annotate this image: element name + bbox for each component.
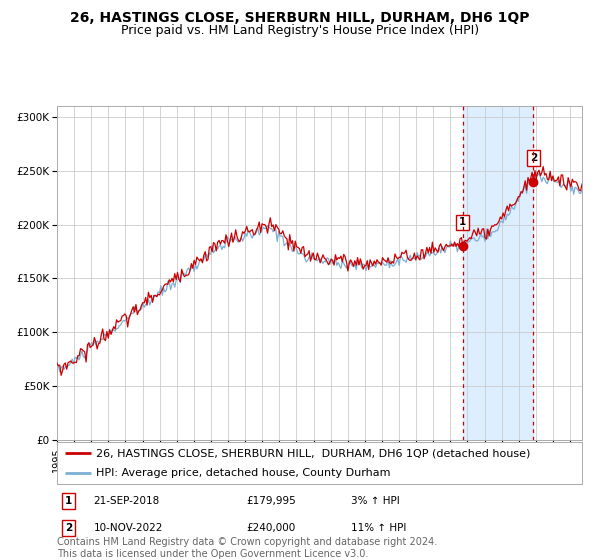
- Text: 1: 1: [459, 217, 466, 227]
- Text: £179,995: £179,995: [246, 496, 296, 506]
- Bar: [463, 106, 533, 440]
- Text: 10-NOV-2022: 10-NOV-2022: [94, 523, 163, 533]
- Text: 26, HASTINGS CLOSE, SHERBURN HILL,  DURHAM, DH6 1QP (detached house): 26, HASTINGS CLOSE, SHERBURN HILL, DURHA…: [97, 449, 531, 458]
- Text: 26, HASTINGS CLOSE, SHERBURN HILL, DURHAM, DH6 1QP: 26, HASTINGS CLOSE, SHERBURN HILL, DURHA…: [70, 11, 530, 25]
- Text: Price paid vs. HM Land Registry's House Price Index (HPI): Price paid vs. HM Land Registry's House …: [121, 24, 479, 37]
- Text: HPI: Average price, detached house, County Durham: HPI: Average price, detached house, Coun…: [97, 469, 391, 478]
- Text: 2: 2: [65, 523, 72, 533]
- Text: 3% ↑ HPI: 3% ↑ HPI: [351, 496, 400, 506]
- Text: 11% ↑ HPI: 11% ↑ HPI: [351, 523, 406, 533]
- Text: £240,000: £240,000: [246, 523, 295, 533]
- Text: 21-SEP-2018: 21-SEP-2018: [94, 496, 160, 506]
- Text: 2: 2: [530, 153, 537, 163]
- Text: Contains HM Land Registry data © Crown copyright and database right 2024.
This d: Contains HM Land Registry data © Crown c…: [57, 537, 437, 559]
- Text: 1: 1: [65, 496, 72, 506]
